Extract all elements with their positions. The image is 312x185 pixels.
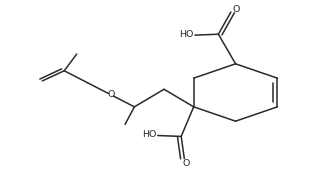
Text: O: O <box>107 90 115 99</box>
Text: O: O <box>182 159 190 168</box>
Text: HO: HO <box>179 30 193 39</box>
Text: O: O <box>233 5 240 14</box>
Text: HO: HO <box>142 130 156 139</box>
